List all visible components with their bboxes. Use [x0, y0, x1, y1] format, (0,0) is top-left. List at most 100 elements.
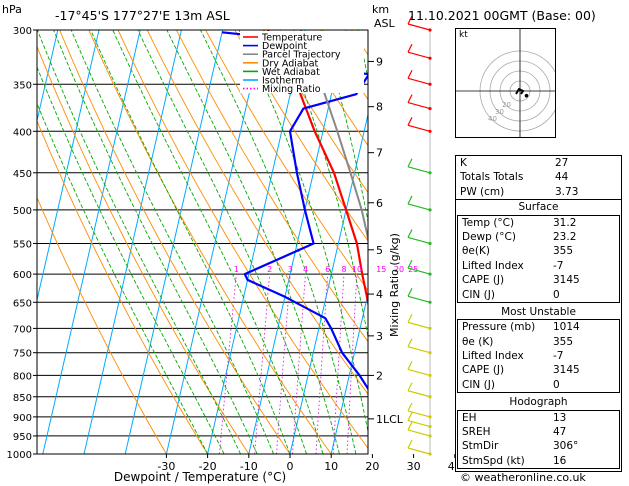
pressure-tick-label: 850 [13, 393, 32, 404]
km-tick-label: 4 [376, 288, 383, 301]
most-unstable-title: Most Unstable [501, 305, 576, 318]
km-tick-label: 5 [376, 244, 383, 257]
surface-row: θe(K) 355 [462, 245, 574, 258]
wind-barb-flag [407, 412, 413, 421]
hodograph: 20 30 40 kt [455, 28, 556, 138]
storm-motion-marker [524, 93, 529, 98]
legend-entry: Wet Adiabat [262, 67, 320, 78]
pressure-tick-label: 450 [13, 169, 32, 180]
series-parcel-trajectory [299, 30, 368, 243]
wind-barb-base [428, 241, 432, 246]
wind-barb-flag [407, 70, 413, 79]
skewt-grid [37, 30, 381, 454]
hodo-row: EH 13 [462, 411, 567, 424]
surface-row: CIN (J) 0 [462, 288, 560, 301]
isotherm [165, 30, 265, 454]
wet-adiabat [37, 102, 209, 454]
pressure-tick-label: 600 [13, 270, 32, 281]
mu-row: CAPE (J) 3145 [462, 364, 580, 377]
location-title: -17°45'S 177°27'E 13m ASL [55, 8, 230, 23]
dry-adiabat [205, 30, 368, 292]
hodo-row: SREH 47 [462, 426, 567, 439]
pressure-tick-label: 550 [13, 239, 32, 250]
pressure-tick-label: 1000 [7, 450, 32, 461]
wind-barb-base [428, 171, 432, 175]
wind-barb [407, 321, 431, 329]
mixing-ratio-label: 6 [325, 265, 330, 274]
legend-entry: Temperature [261, 33, 322, 44]
km-tick-label: 9 [376, 55, 383, 68]
mixing-ratio-line [373, 274, 381, 454]
km-tick-label: 6 [376, 197, 383, 210]
wind-barb-flag [407, 94, 413, 103]
isotherm [37, 30, 100, 303]
dry-adiabat [59, 30, 291, 454]
wind-barb-base [428, 272, 432, 276]
wind-barbs [407, 15, 432, 456]
dry-adiabat [234, 30, 368, 242]
wind-barb [407, 166, 431, 174]
datetime-title: 11.10.2021 00GMT (Base: 00) [408, 8, 596, 23]
pressure-tick-label: 650 [13, 298, 32, 309]
wind-barb-base [428, 326, 432, 330]
most-unstable-block: Pressure (mb) 1014 θe (K) 355 Lifted Index… [457, 319, 620, 394]
isotherm [124, 30, 224, 454]
wind-barb [407, 203, 431, 211]
indices-block: K 27 Totals Totals 44 PW (cm) 3.73 [456, 156, 621, 201]
wind-barb [407, 102, 431, 110]
wind-barb [407, 124, 431, 132]
pressure-tick-label: 350 [13, 80, 32, 91]
mixing-ratio-label: 3 [288, 265, 293, 274]
pressure-tick-label: 950 [13, 432, 32, 443]
wind-barb-base [428, 373, 432, 378]
km-tick-label: 1LCL [376, 413, 404, 426]
wind-barb [407, 346, 431, 354]
wind-barb [407, 77, 431, 85]
temperature-tick-label: -30 [157, 460, 175, 473]
wind-barb [407, 429, 431, 437]
pressure-tick-label: 800 [13, 371, 32, 382]
wet-adiabat [320, 30, 368, 224]
temperature-tick-label: 30 [407, 460, 421, 473]
surface-row: Temp (°C) 31.2 [462, 216, 577, 229]
skewt-axes: 3003504004505005506006507007508008509009… [7, 26, 462, 473]
km-label: km [372, 3, 389, 16]
wind-barb-flag [407, 229, 413, 238]
wet-adiabat [37, 30, 242, 454]
mu-row: θe (K) 355 [462, 335, 574, 348]
surface-row: Dewp (°C) 23.2 [462, 230, 577, 243]
wind-barb-base [428, 452, 432, 456]
wind-barb-flag [407, 288, 413, 297]
wind-barb-flag [407, 361, 413, 370]
legend-box [240, 31, 364, 93]
mixing-ratio-label: 1 [234, 265, 239, 274]
temperature-tick-label: -10 [240, 460, 258, 473]
wind-barb-base [428, 424, 432, 429]
wet-adiabat [166, 30, 340, 454]
isotherm [330, 291, 368, 454]
wind-barb-flag [407, 402, 413, 412]
wind-barb-flag [407, 158, 413, 168]
wind-barb [407, 295, 431, 303]
wind-barb [407, 390, 431, 398]
wet-adiabat [53, 30, 258, 454]
wind-barb-base [428, 129, 432, 133]
legend-entry: Isotherm [262, 76, 304, 87]
wind-barb-flag [407, 382, 413, 392]
wind-barb-base [428, 82, 432, 86]
mixing-ratio-line [292, 274, 306, 454]
wind-barb-flag [407, 314, 413, 323]
hpa-label: hPa [2, 3, 22, 16]
mixing-ratio-label: 20 [394, 265, 404, 274]
wind-barb [407, 236, 431, 245]
pressure-tick-label: 700 [13, 324, 32, 335]
x-axis-label: Dewpoint / Temperature (°C) [114, 470, 286, 484]
wind-barb-base [428, 351, 432, 355]
dry-adiabat [37, 45, 250, 454]
mu-row: Lifted Index -7 [462, 350, 564, 363]
surface-row: CAPE (J) 3145 [462, 274, 580, 287]
pressure-tick-label: 750 [13, 349, 32, 360]
pressure-tick-label: 500 [13, 206, 32, 217]
